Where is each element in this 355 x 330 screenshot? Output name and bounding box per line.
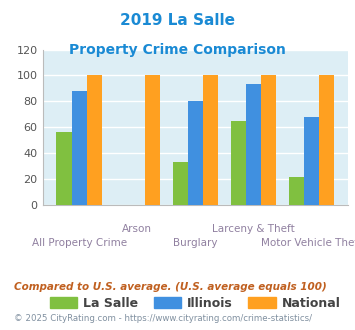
- Bar: [246, 84, 261, 205]
- Bar: [304, 117, 319, 205]
- Bar: [261, 75, 276, 205]
- Text: All Property Crime: All Property Crime: [32, 238, 127, 248]
- Text: © 2025 CityRating.com - https://www.cityrating.com/crime-statistics/: © 2025 CityRating.com - https://www.city…: [14, 314, 312, 323]
- Bar: [203, 75, 218, 205]
- Bar: [87, 75, 102, 205]
- Bar: [72, 91, 87, 205]
- Bar: [188, 101, 203, 205]
- Legend: La Salle, Illinois, National: La Salle, Illinois, National: [45, 291, 346, 314]
- Bar: [231, 120, 246, 205]
- Bar: [173, 162, 188, 205]
- Bar: [319, 75, 334, 205]
- Bar: [56, 132, 72, 205]
- Text: Larceny & Theft: Larceny & Theft: [212, 224, 295, 234]
- Text: Arson: Arson: [122, 224, 152, 234]
- Text: Compared to U.S. average. (U.S. average equals 100): Compared to U.S. average. (U.S. average …: [14, 282, 327, 292]
- Text: 2019 La Salle: 2019 La Salle: [120, 13, 235, 28]
- Bar: [289, 178, 304, 205]
- Text: Property Crime Comparison: Property Crime Comparison: [69, 43, 286, 57]
- Text: Motor Vehicle Theft: Motor Vehicle Theft: [261, 238, 355, 248]
- Text: Burglary: Burglary: [173, 238, 218, 248]
- Bar: [145, 75, 160, 205]
